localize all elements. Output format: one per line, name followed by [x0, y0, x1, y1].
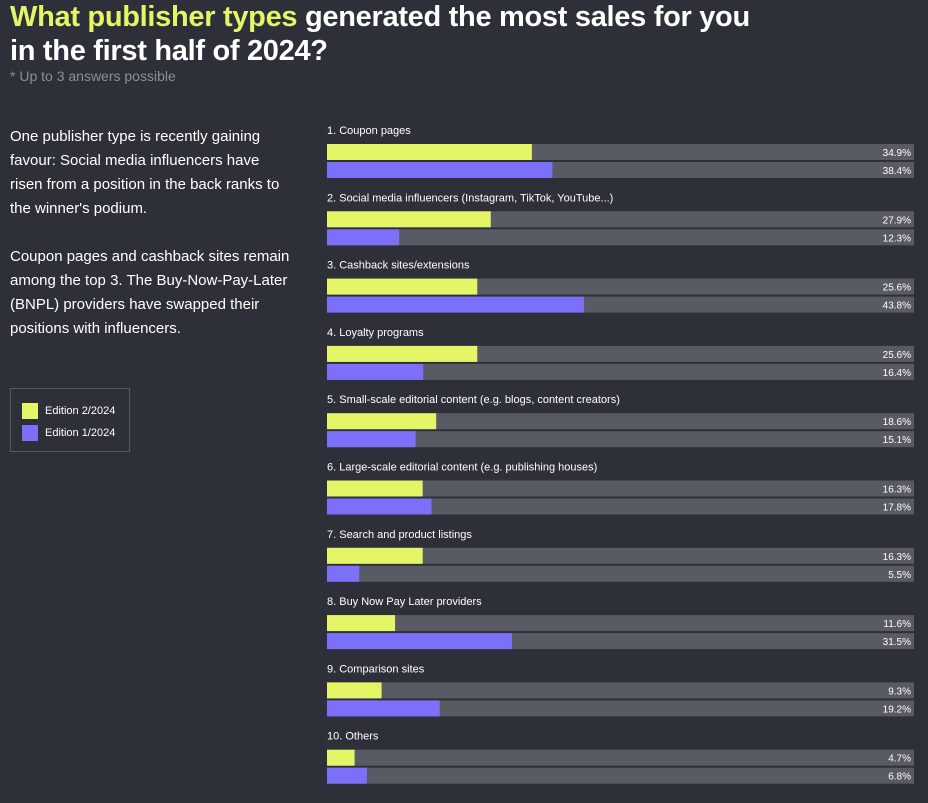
category-label: 10. Others [327, 731, 379, 743]
data-label: 6.8% [888, 772, 911, 783]
category-label: 1. Coupon pages [327, 125, 411, 137]
data-label: 25.6% [883, 350, 911, 361]
bar-edition-2-2024 [327, 682, 382, 699]
bar-track [327, 363, 914, 380]
bar-track [327, 749, 914, 766]
bar-track [327, 498, 914, 515]
bar-edition-1-2024 [327, 162, 553, 178]
bar-edition-2-2024 [327, 615, 396, 632]
bar-edition-2-2024 [327, 749, 355, 766]
legend-swatch-yellow [22, 403, 38, 419]
bar-edition-1-2024 [327, 363, 424, 380]
bar-group: 5. Small-scale editorial content (e.g. b… [327, 394, 914, 448]
data-label: 9.3% [888, 686, 911, 697]
data-label: 38.4% [883, 166, 911, 177]
bar-track [327, 547, 914, 564]
data-label: 19.2% [883, 704, 911, 715]
bar-edition-1-2024 [327, 498, 432, 515]
data-label: 5.5% [888, 570, 911, 581]
title-rest: generated the most sales for you in the … [10, 1, 750, 67]
bar-group: 6. Large-scale editorial content (e.g. p… [327, 462, 914, 515]
title-highlight: What publisher types [10, 1, 298, 33]
chart-title: What publisher types generated the most … [10, 0, 770, 68]
bar-edition-1-2024 [327, 633, 512, 650]
legend-label: Edition 1/2024 [45, 427, 116, 439]
category-label: 9. Comparison sites [327, 663, 425, 675]
data-label: 15.1% [883, 435, 911, 446]
category-label: 3. Cashback sites/extensions [327, 260, 470, 272]
category-label: 5. Small-scale editorial content (e.g. b… [327, 394, 620, 406]
answers-note: * Up to 3 answers possible [10, 68, 176, 84]
category-label: 6. Large-scale editorial content (e.g. p… [327, 462, 597, 474]
data-label: 4.7% [888, 754, 911, 765]
data-label: 27.9% [883, 215, 911, 226]
legend-label: Edition 2/2024 [45, 405, 116, 417]
bar-track [327, 682, 914, 699]
bar-group: 8. Buy Now Pay Later providers 11.6% 31.5% [327, 596, 914, 650]
bar-edition-1-2024 [327, 767, 367, 784]
bar-edition-2-2024 [327, 278, 478, 295]
bar-edition-1-2024 [327, 565, 360, 582]
bar-edition-2-2024 [327, 144, 532, 160]
data-label: 25.6% [883, 283, 911, 294]
description: One publisher type is recently gaining f… [10, 125, 295, 365]
bar-track [327, 229, 914, 246]
legend-swatch-purple [22, 425, 38, 441]
bar-edition-2-2024 [327, 413, 437, 430]
description-paragraph-2: Coupon pages and cashback sites remain a… [10, 248, 290, 337]
bar-track [327, 615, 914, 632]
data-label: 17.8% [883, 503, 911, 514]
bar-group: 10. Others 4.7% 6.8% [327, 731, 914, 784]
bar-group: 9. Comparison sites 9.3% 19.2% [327, 663, 914, 717]
legend: Edition 2/2024 Edition 1/2024 [10, 388, 130, 452]
bar-track [327, 480, 914, 497]
data-label: 16.3% [883, 552, 911, 563]
category-label: 7. Search and product listings [327, 529, 472, 541]
bar-group: 2. Social media influencers (Instagram, … [327, 192, 914, 246]
data-label: 18.6% [883, 417, 911, 428]
bar-track [327, 413, 914, 430]
bar-edition-2-2024 [327, 211, 491, 228]
bar-group: 1. Coupon pages 34.9% 38.4% [327, 125, 914, 178]
bar-track [327, 767, 914, 784]
bar-group: 7. Search and product listings 16.3% 5.5% [327, 529, 914, 582]
bar-edition-1-2024 [327, 229, 400, 246]
bar-track [327, 431, 914, 448]
bar-track [327, 700, 914, 717]
description-paragraph-1: One publisher type is recently gaining f… [10, 128, 280, 217]
category-label: 8. Buy Now Pay Later providers [327, 596, 482, 608]
data-label: 11.6% [883, 619, 911, 630]
category-label: 4. Loyalty programs [327, 327, 424, 339]
data-label: 34.9% [883, 148, 911, 159]
bar-edition-2-2024 [327, 547, 423, 564]
data-label: 16.3% [883, 485, 911, 496]
bar-track [327, 565, 914, 582]
bar-edition-1-2024 [327, 296, 585, 313]
data-label: 31.5% [883, 637, 911, 648]
legend-item-edition-1-2024: Edition 1/2024 [22, 422, 129, 444]
data-label: 12.3% [883, 233, 911, 244]
legend-item-edition-2-2024: Edition 2/2024 [22, 400, 129, 422]
bar-edition-2-2024 [327, 345, 478, 362]
data-label: 16.4% [883, 368, 911, 379]
bar-edition-2-2024 [327, 480, 423, 497]
data-label: 43.8% [883, 301, 911, 312]
bar-edition-1-2024 [327, 700, 440, 717]
bar-group: 4. Loyalty programs 25.6% 16.4% [327, 327, 914, 380]
bar-edition-1-2024 [327, 431, 416, 448]
bar-group: 3. Cashback sites/extensions 25.6% 43.8% [327, 260, 914, 313]
category-label: 2. Social media influencers (Instagram, … [327, 192, 613, 204]
